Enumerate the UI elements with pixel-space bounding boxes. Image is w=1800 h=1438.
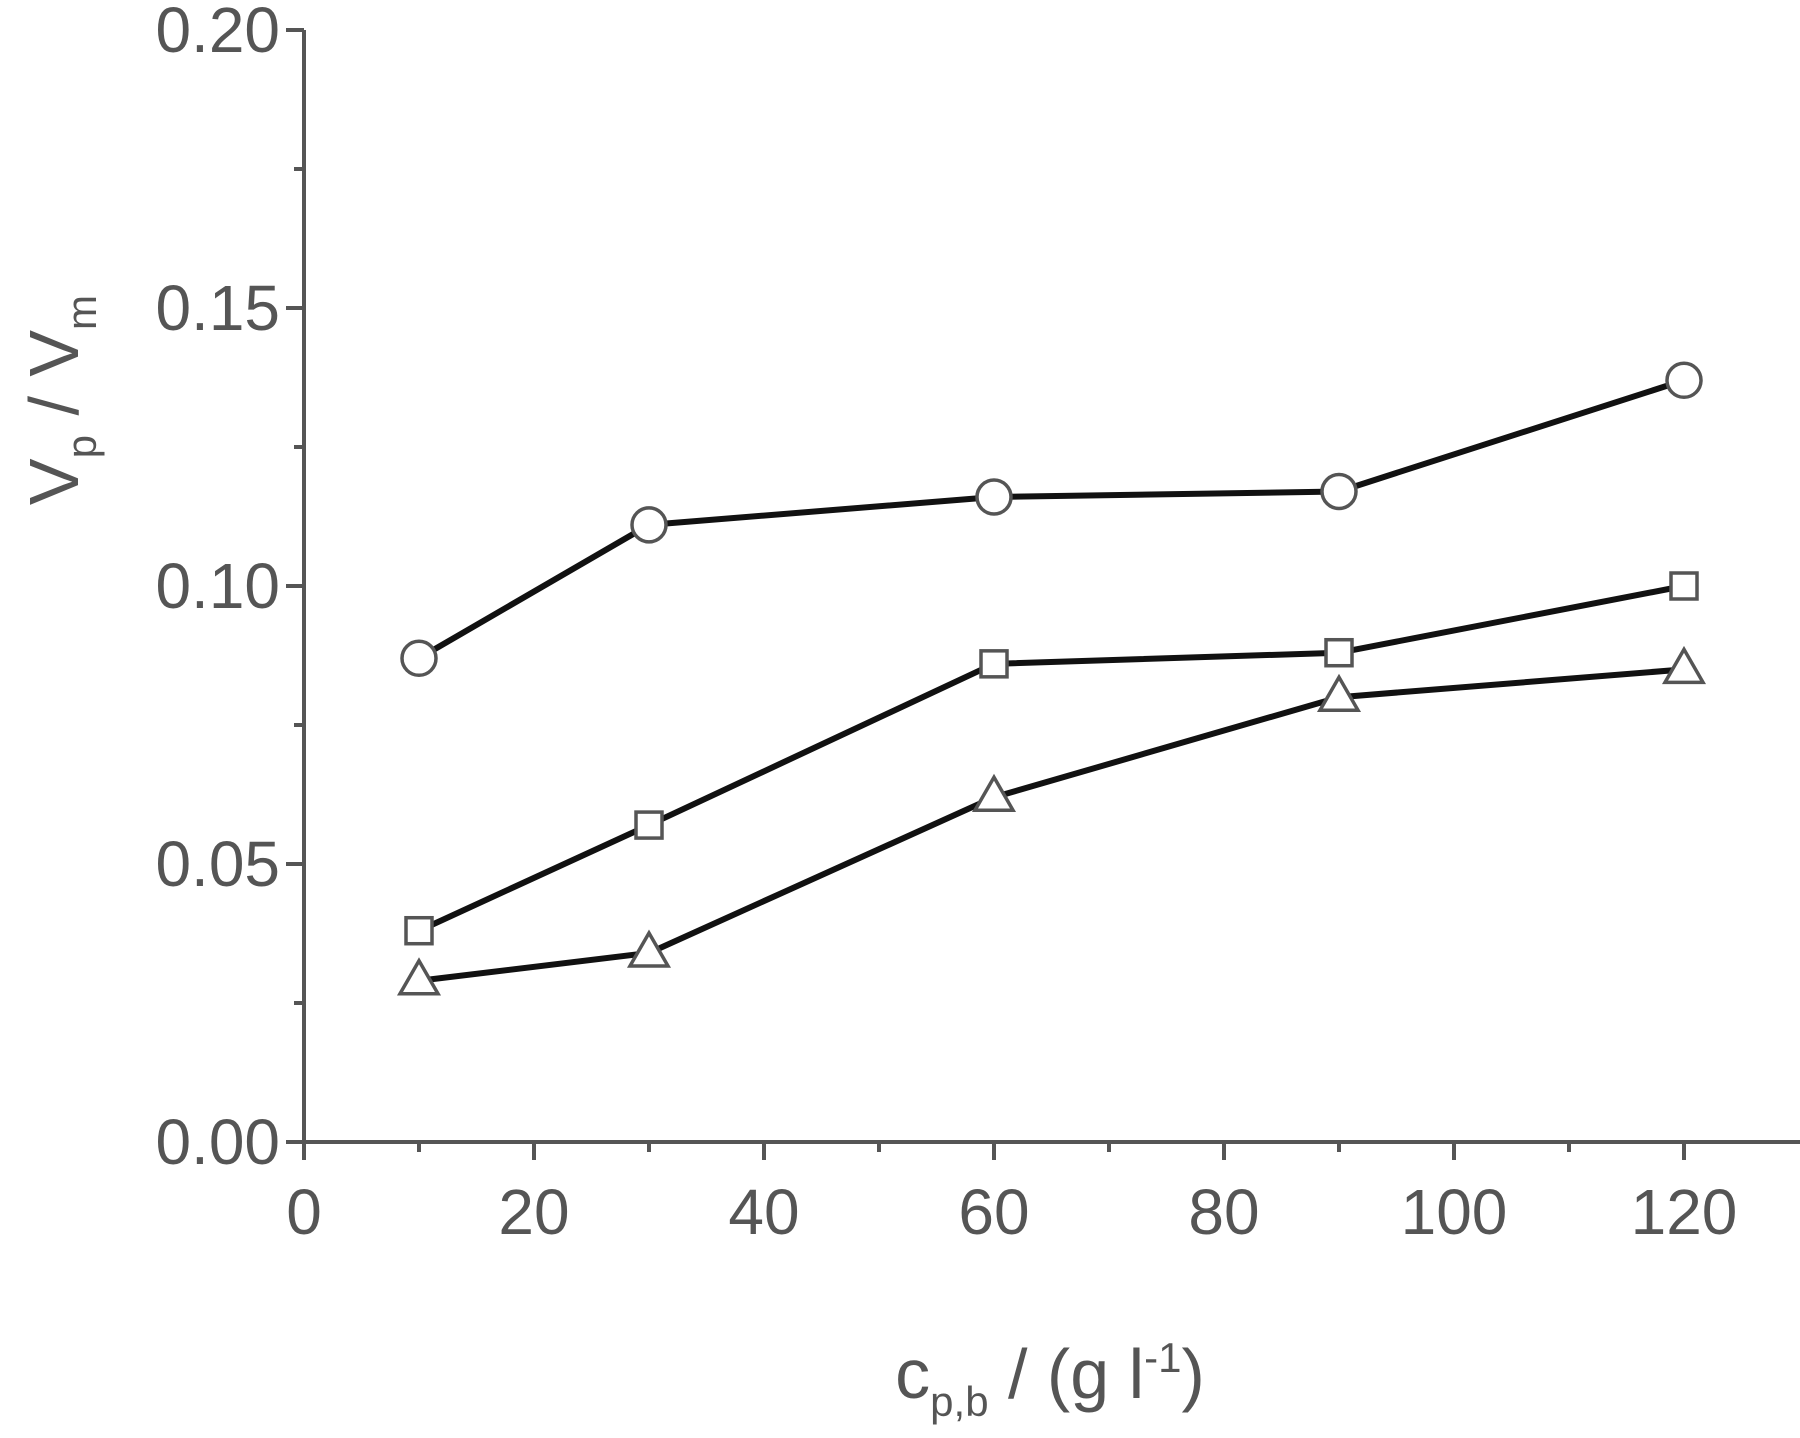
data-point-triangle [396, 957, 442, 996]
series-line-circle [417, 377, 1685, 661]
series-line-square [417, 583, 1685, 934]
series-group [396, 361, 1707, 996]
y-axis-title: Vp / Vm [15, 295, 105, 505]
data-point-circle [1320, 472, 1358, 511]
axes [302, 30, 1800, 1144]
data-point-square [979, 649, 1009, 679]
series-line-triangle [418, 666, 1685, 984]
x-tick-label: 120 [1631, 1176, 1738, 1248]
data-point-triangle [971, 773, 1017, 813]
y-tick-label: 0.15 [155, 272, 280, 344]
data-point-circle [630, 506, 668, 544]
y-tick-label: 0.05 [155, 828, 280, 900]
data-point-square [1669, 571, 1699, 601]
ticks: 0 20 40 60 80 100 120 0.00 0.05 0.10 0.15 0.20 [155, 0, 1737, 1248]
x-tick-label: 60 [958, 1176, 1029, 1248]
x-tick-label: 0 [286, 1176, 322, 1248]
x-tick-label: 100 [1401, 1176, 1508, 1248]
data-point-triangle [1316, 673, 1362, 712]
x-tick-label: 20 [498, 1176, 569, 1248]
x-axis-title: cp,b / (g l-1) [895, 1334, 1205, 1425]
x-tick-label: 40 [728, 1176, 799, 1248]
y-tick-label: 0.20 [155, 0, 280, 66]
data-point-triangle [1661, 645, 1707, 685]
data-point-triangle [626, 929, 672, 968]
data-point-square [1324, 637, 1354, 668]
x-tick-label: 80 [1188, 1176, 1259, 1248]
y-tick-label: 0.00 [155, 1106, 280, 1178]
data-point-circle [975, 478, 1013, 516]
data-point-circle [400, 639, 438, 678]
data-point-square [404, 915, 434, 946]
data-point-square [634, 810, 664, 840]
y-tick-label: 0.10 [155, 550, 280, 622]
data-point-circle [1665, 361, 1703, 400]
